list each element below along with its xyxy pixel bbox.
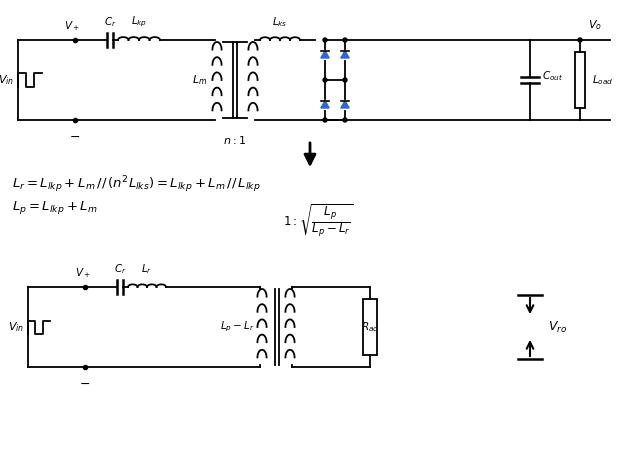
Polygon shape (341, 51, 349, 58)
Circle shape (343, 78, 347, 82)
Bar (575, 52, 585, 108)
Text: $-$: $-$ (69, 130, 81, 143)
Text: $V_{in}$: $V_{in}$ (8, 320, 24, 334)
Text: $C_{out}$: $C_{out}$ (542, 69, 563, 83)
Text: $V_+$: $V_+$ (75, 266, 91, 280)
Circle shape (578, 38, 582, 42)
Text: $-$: $-$ (79, 377, 91, 390)
Text: $V_o$: $V_o$ (588, 18, 602, 32)
Text: $C_r$: $C_r$ (104, 15, 116, 29)
Text: $L_r$: $L_r$ (141, 262, 152, 276)
Text: $L_{ks}$: $L_{ks}$ (272, 15, 288, 29)
Polygon shape (321, 51, 329, 58)
Circle shape (343, 38, 347, 42)
Text: $L_m$: $L_m$ (192, 73, 207, 87)
Text: $1:\sqrt{\dfrac{L_p}{L_p - L_r}}$: $1:\sqrt{\dfrac{L_p}{L_p - L_r}}$ (283, 202, 353, 239)
Circle shape (323, 38, 327, 42)
Polygon shape (321, 101, 329, 108)
Text: $V_+$: $V_+$ (64, 19, 80, 33)
Circle shape (343, 118, 347, 122)
Text: $V_{in}$: $V_{in}$ (0, 73, 14, 87)
Polygon shape (341, 101, 349, 108)
Text: $C_r$: $C_r$ (114, 262, 126, 276)
Circle shape (323, 118, 327, 122)
Bar (363, 299, 377, 355)
Text: $L_{oad}$: $L_{oad}$ (592, 73, 613, 87)
Text: $R_{ac}$: $R_{ac}$ (361, 320, 379, 334)
Text: $L_p = L_{lkp} + L_m$: $L_p = L_{lkp} + L_m$ (12, 199, 97, 215)
Text: $V_{ro}$: $V_{ro}$ (548, 319, 567, 334)
Text: $L_{kp}$: $L_{kp}$ (131, 14, 147, 29)
Text: $L_r = L_{lkp} + L_m\,//\,(n^2L_{lks}) = L_{lkp} + L_m\,//\,L_{lkp}$: $L_r = L_{lkp} + L_m\,//\,(n^2L_{lks}) =… (12, 175, 260, 195)
Text: $n : 1$: $n : 1$ (223, 134, 246, 146)
Circle shape (323, 78, 327, 82)
Text: $L_p - L_r$: $L_p - L_r$ (220, 320, 255, 334)
